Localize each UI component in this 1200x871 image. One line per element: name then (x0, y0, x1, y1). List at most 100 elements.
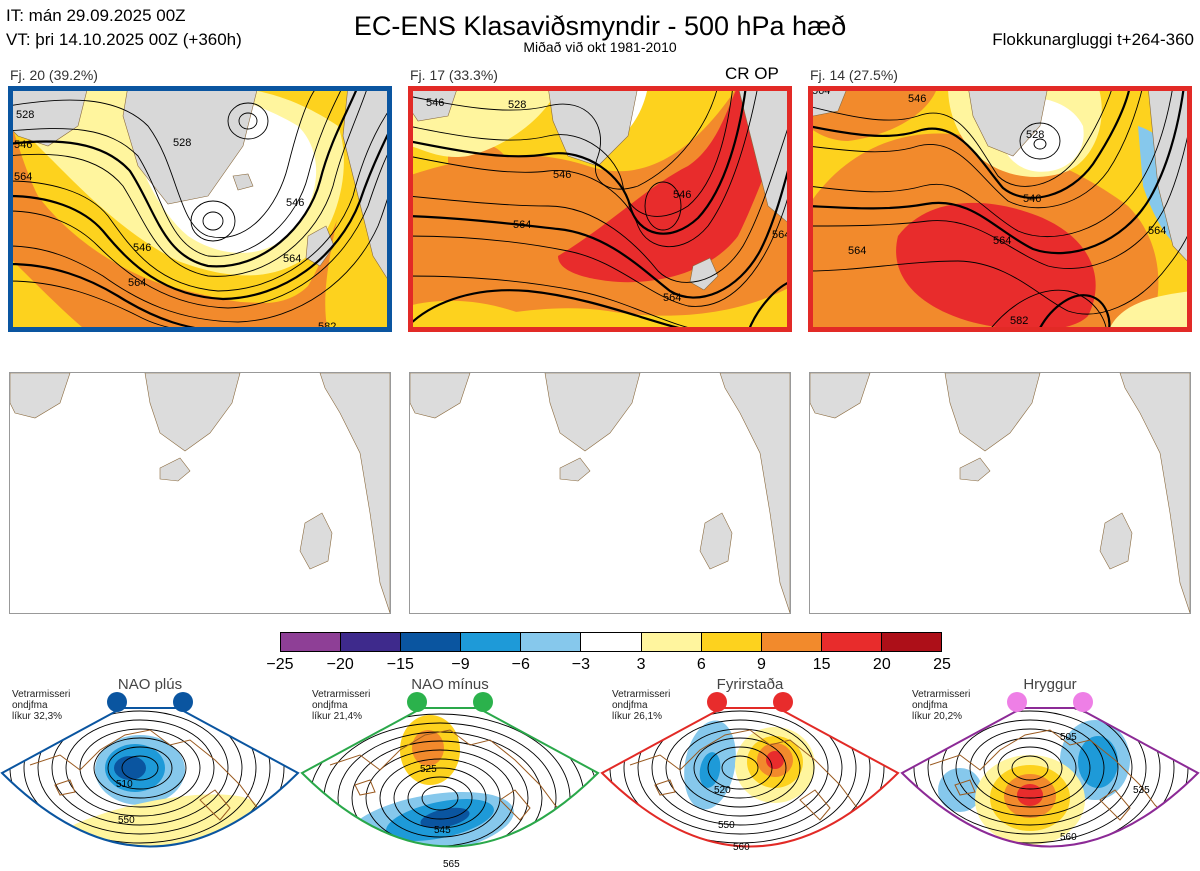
cluster-2-map: 546 528 546 546 564 564 564 (408, 86, 792, 332)
colorbar-tick-label: −15 (386, 656, 414, 673)
colorbar-tick-label: 15 (812, 656, 831, 673)
regime-indicator-dot (107, 692, 127, 712)
colorbar-tick-label: −20 (326, 656, 354, 673)
contour-label: 564 (993, 235, 1011, 247)
contour-label: 564 (663, 292, 681, 304)
cluster-3-frame (808, 86, 1192, 332)
regime-contour-label: 550 (718, 820, 735, 831)
colorbar-tick-label: −25 (266, 656, 294, 673)
cluster-2-frame (408, 86, 792, 332)
contour-label: 546 (14, 139, 32, 151)
regime-panel: 525 545 565 (300, 690, 600, 871)
control-operational-tag: CR OP (725, 64, 779, 83)
regime-indicator-dot (173, 692, 193, 712)
regime-contour-label: 510 (116, 779, 133, 790)
contour-label: 546 (133, 242, 151, 254)
colorbar (280, 632, 942, 652)
contour-label: 528 (173, 137, 191, 149)
contour-label: 564 (128, 277, 146, 289)
regime-note: líkur 26,1% (612, 711, 663, 722)
contour-label: 546 (673, 189, 691, 201)
colorbar-segment (700, 633, 761, 651)
colorbar-tick-label: −3 (571, 656, 591, 673)
contour-label: 564 (812, 86, 830, 97)
colorbar-segment (400, 633, 461, 651)
contour-label: 564 (1148, 225, 1166, 237)
contour-label: 564 (848, 245, 866, 257)
contour-label: 546 (286, 197, 304, 209)
regime-note: líkur 20,2% (912, 711, 963, 722)
contour-label: 528 (1026, 129, 1044, 141)
regime-contour-label: 565 (443, 859, 460, 870)
regime-indicator-dot (1007, 692, 1027, 712)
regime-panel: 510 550 (0, 690, 300, 871)
cluster-2-label: Fj. 17 (33.3%) (410, 67, 498, 83)
regime-note: ondjfma (912, 700, 948, 711)
regime-note: Vetrarmisseri (912, 689, 971, 700)
page-title: EC-ENS Klasaviðsmyndir - 500 hPa hæð (353, 11, 847, 41)
contour-label: 528 (508, 99, 526, 111)
classification-window: Flokkunargluggi t+264-360 (992, 30, 1194, 49)
regime-indicator-dot (407, 692, 427, 712)
colorbar-segment (460, 633, 521, 651)
regime-indicator-dot (473, 692, 493, 712)
contour-label: 582 (318, 321, 336, 332)
colorbar-segment (880, 633, 942, 651)
colorbar-segment (281, 633, 341, 651)
contour-label: 564 (513, 219, 531, 231)
regime-contour-label: 560 (733, 842, 750, 853)
empty-map-1 (9, 372, 391, 614)
colorbar-tick-label: 6 (696, 656, 706, 673)
contour-label: 546 (908, 93, 926, 105)
contour-label: 582 (1010, 315, 1028, 327)
cluster-1-label: Fj. 20 (39.2%) (10, 67, 98, 83)
colorbar-segment (340, 633, 401, 651)
contour-label: 564 (14, 171, 32, 183)
colorbar-tick-label: 9 (757, 656, 766, 673)
colorbar-segment (820, 633, 881, 651)
cluster-1-frame (8, 86, 392, 332)
regime-note: Vetrarmisseri (312, 689, 371, 700)
contour-label: 546 (553, 169, 571, 181)
regime-indicator-dot (707, 692, 727, 712)
cluster-1-map: 528 546 564 528 546 564 546 564 582 (8, 86, 392, 332)
regime-contour-label: 520 (714, 785, 731, 796)
regime-note: Vetrarmisseri (12, 689, 71, 700)
regime-panel: 505 535 560 (900, 690, 1200, 871)
contour-label: 546 (1023, 193, 1041, 205)
regime-note: ondjfma (612, 700, 648, 711)
regime-note: Vetrarmisseri (612, 689, 671, 700)
regime-title: Hryggur (1023, 676, 1077, 693)
contour-label: 546 (426, 97, 444, 109)
colorbar-tick-label: 3 (636, 656, 646, 673)
colorbar-tick-label: −6 (511, 656, 530, 673)
regime-contour-label: 535 (1133, 785, 1150, 796)
contour-label: 528 (16, 109, 34, 121)
empty-map-2 (409, 372, 791, 614)
cluster-3-label: Fj. 14 (27.5%) (810, 67, 898, 83)
regime-contour-label: 560 (1060, 832, 1077, 843)
regime-panel: 520 550 560 (600, 690, 900, 871)
empty-map-3 (809, 372, 1191, 614)
regime-note: líkur 32,3% (12, 711, 63, 722)
colorbar-segment (760, 633, 821, 651)
regime-contour-label: 545 (434, 825, 451, 836)
regime-contour-label: 550 (118, 815, 135, 826)
regime-note: líkur 21,4% (312, 711, 363, 722)
colorbar-tick-label: −9 (451, 656, 470, 673)
cluster-3-map: 564 546 528 546 564 564 564 582 (808, 86, 1192, 332)
colorbar-tick-label: 20 (872, 656, 891, 673)
regime-contour-label: 525 (420, 764, 437, 775)
contour-label: 564 (283, 253, 301, 265)
regime-contour-label: 505 (1060, 732, 1077, 743)
colorbar-segment (640, 633, 701, 651)
regime-title: Fyrirstaða (716, 676, 784, 693)
colorbar-segment (580, 633, 641, 651)
valid-time: VT: þri 14.10.2025 00Z (+360h) (6, 30, 242, 49)
regime-title: NAO plús (117, 676, 183, 693)
regime-note: ondjfma (312, 700, 348, 711)
colorbar-tick-label: 25 (933, 656, 951, 673)
contour-label: 564 (772, 229, 790, 241)
page-subtitle: Miðað við okt 1981-2010 (523, 39, 677, 55)
regime-indicator-dot (773, 692, 793, 712)
